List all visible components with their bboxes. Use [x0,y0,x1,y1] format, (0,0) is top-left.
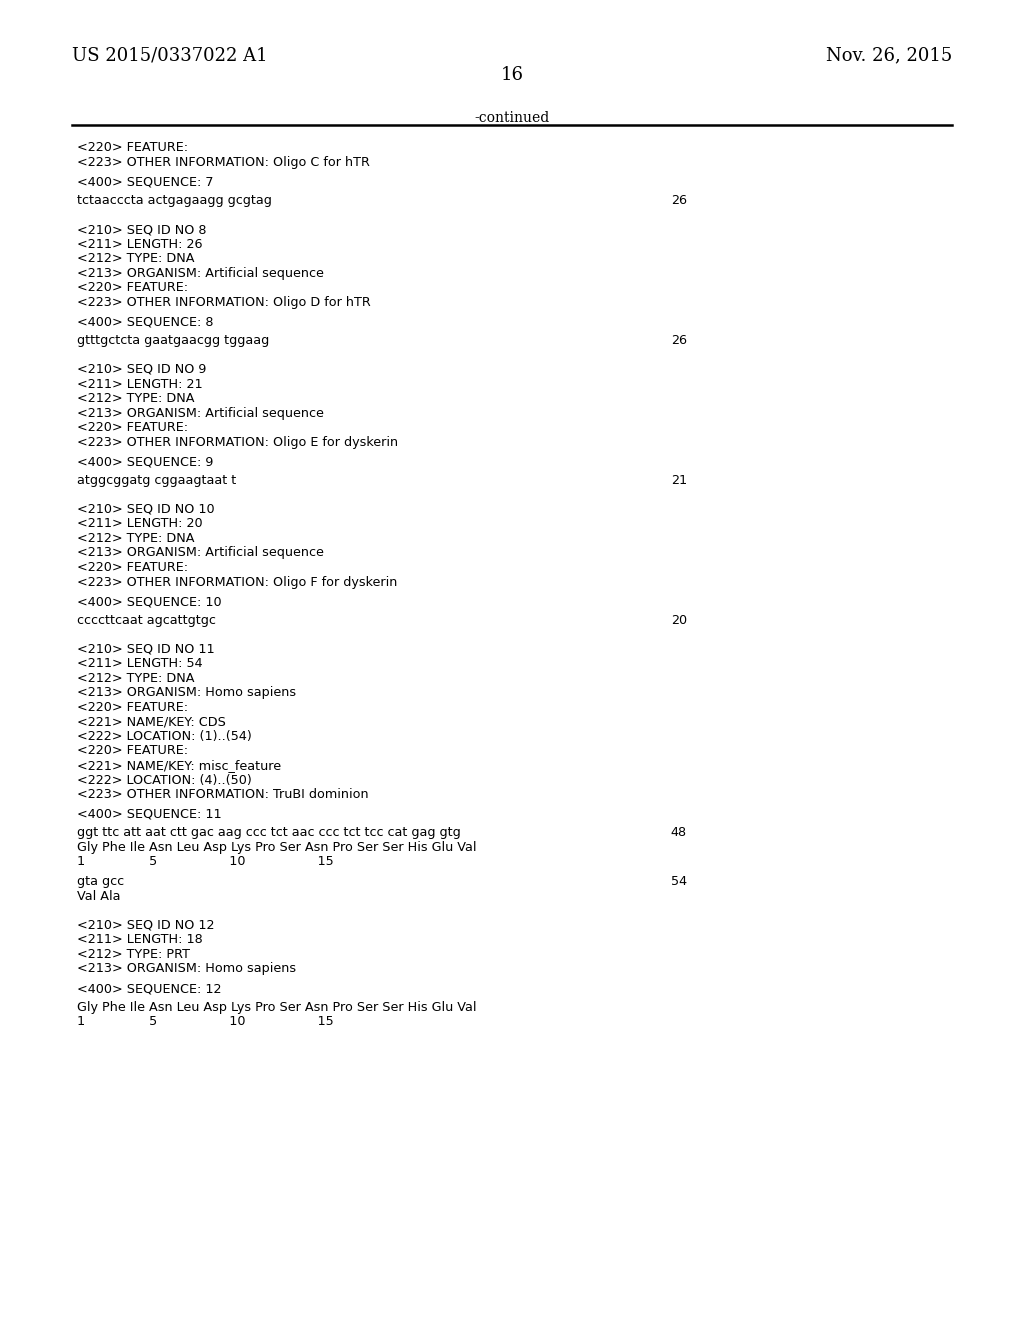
Text: <212> TYPE: DNA: <212> TYPE: DNA [77,672,195,685]
Text: Gly Phe Ile Asn Leu Asp Lys Pro Ser Asn Pro Ser Ser His Glu Val: Gly Phe Ile Asn Leu Asp Lys Pro Ser Asn … [77,841,476,854]
Text: <211> LENGTH: 21: <211> LENGTH: 21 [77,378,203,391]
Text: <210> SEQ ID NO 11: <210> SEQ ID NO 11 [77,643,214,656]
Text: <220> FEATURE:: <220> FEATURE: [77,701,188,714]
Text: <212> TYPE: DNA: <212> TYPE: DNA [77,532,195,545]
Text: <210> SEQ ID NO 12: <210> SEQ ID NO 12 [77,919,214,932]
Text: <400> SEQUENCE: 9: <400> SEQUENCE: 9 [77,455,213,469]
Text: <223> OTHER INFORMATION: Oligo C for hTR: <223> OTHER INFORMATION: Oligo C for hTR [77,156,370,169]
Text: 1                5                  10                  15: 1 5 10 15 [77,855,334,869]
Text: <213> ORGANISM: Homo sapiens: <213> ORGANISM: Homo sapiens [77,686,296,700]
Text: 48: 48 [671,826,687,840]
Text: <222> LOCATION: (4)..(50): <222> LOCATION: (4)..(50) [77,774,252,787]
Text: <222> LOCATION: (1)..(54): <222> LOCATION: (1)..(54) [77,730,252,743]
Text: 16: 16 [501,66,523,84]
Text: <223> OTHER INFORMATION: Oligo F for dyskerin: <223> OTHER INFORMATION: Oligo F for dys… [77,576,397,589]
Text: 1                5                  10                  15: 1 5 10 15 [77,1015,334,1028]
Text: <400> SEQUENCE: 12: <400> SEQUENCE: 12 [77,982,221,995]
Text: <211> LENGTH: 18: <211> LENGTH: 18 [77,933,203,946]
Text: 54: 54 [671,875,687,888]
Text: <223> OTHER INFORMATION: TruBI dominion: <223> OTHER INFORMATION: TruBI dominion [77,788,369,801]
Text: <213> ORGANISM: Artificial sequence: <213> ORGANISM: Artificial sequence [77,546,324,560]
Text: Gly Phe Ile Asn Leu Asp Lys Pro Ser Asn Pro Ser Ser His Glu Val: Gly Phe Ile Asn Leu Asp Lys Pro Ser Asn … [77,1001,476,1014]
Text: ggt ttc att aat ctt gac aag ccc tct aac ccc tct tcc cat gag gtg: ggt ttc att aat ctt gac aag ccc tct aac … [77,826,461,840]
Text: <212> TYPE: PRT: <212> TYPE: PRT [77,948,189,961]
Text: 20: 20 [671,614,687,627]
Text: -continued: -continued [474,111,550,125]
Text: <212> TYPE: DNA: <212> TYPE: DNA [77,252,195,265]
Text: <220> FEATURE:: <220> FEATURE: [77,281,188,294]
Text: <210> SEQ ID NO 10: <210> SEQ ID NO 10 [77,503,214,516]
Text: <400> SEQUENCE: 8: <400> SEQUENCE: 8 [77,315,213,329]
Text: 26: 26 [671,334,687,347]
Text: gtttgctcta gaatgaacgg tggaag: gtttgctcta gaatgaacgg tggaag [77,334,269,347]
Text: <213> ORGANISM: Artificial sequence: <213> ORGANISM: Artificial sequence [77,407,324,420]
Text: <211> LENGTH: 54: <211> LENGTH: 54 [77,657,203,671]
Text: Val Ala: Val Ala [77,890,120,903]
Text: gta gcc: gta gcc [77,875,124,888]
Text: <221> NAME/KEY: CDS: <221> NAME/KEY: CDS [77,715,225,729]
Text: atggcggatg cggaagtaat t: atggcggatg cggaagtaat t [77,474,237,487]
Text: <210> SEQ ID NO 8: <210> SEQ ID NO 8 [77,223,206,236]
Text: <213> ORGANISM: Homo sapiens: <213> ORGANISM: Homo sapiens [77,962,296,975]
Text: <213> ORGANISM: Artificial sequence: <213> ORGANISM: Artificial sequence [77,267,324,280]
Text: <400> SEQUENCE: 10: <400> SEQUENCE: 10 [77,595,221,609]
Text: <223> OTHER INFORMATION: Oligo E for dyskerin: <223> OTHER INFORMATION: Oligo E for dys… [77,436,398,449]
Text: <223> OTHER INFORMATION: Oligo D for hTR: <223> OTHER INFORMATION: Oligo D for hTR [77,296,371,309]
Text: Nov. 26, 2015: Nov. 26, 2015 [826,46,952,65]
Text: <211> LENGTH: 20: <211> LENGTH: 20 [77,517,203,531]
Text: <400> SEQUENCE: 11: <400> SEQUENCE: 11 [77,808,221,821]
Text: 26: 26 [671,194,687,207]
Text: <220> FEATURE:: <220> FEATURE: [77,744,188,758]
Text: <220> FEATURE:: <220> FEATURE: [77,561,188,574]
Text: <212> TYPE: DNA: <212> TYPE: DNA [77,392,195,405]
Text: <221> NAME/KEY: misc_feature: <221> NAME/KEY: misc_feature [77,759,281,772]
Text: 21: 21 [671,474,687,487]
Text: US 2015/0337022 A1: US 2015/0337022 A1 [72,46,267,65]
Text: tctaacccta actgagaagg gcgtag: tctaacccta actgagaagg gcgtag [77,194,271,207]
Text: <211> LENGTH: 26: <211> LENGTH: 26 [77,238,203,251]
Text: <220> FEATURE:: <220> FEATURE: [77,421,188,434]
Text: <220> FEATURE:: <220> FEATURE: [77,141,188,154]
Text: ccccttcaat agcattgtgc: ccccttcaat agcattgtgc [77,614,216,627]
Text: <210> SEQ ID NO 9: <210> SEQ ID NO 9 [77,363,206,376]
Text: <400> SEQUENCE: 7: <400> SEQUENCE: 7 [77,176,213,189]
